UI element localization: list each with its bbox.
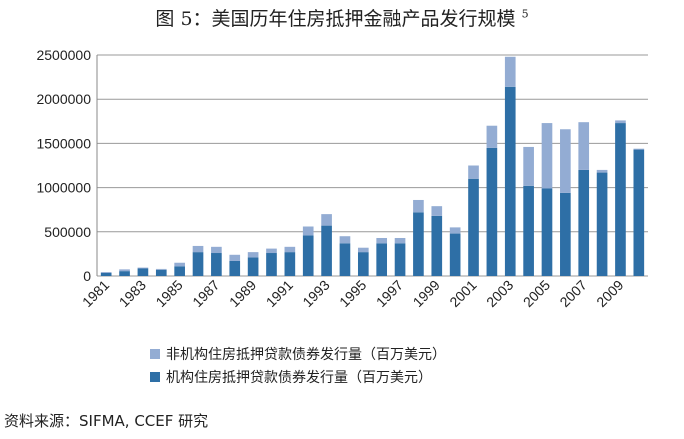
- y-tick-label: 1000000: [36, 180, 91, 196]
- bar-non-agency-2009: [615, 120, 626, 124]
- bar-non-agency-1981: [100, 272, 112, 273]
- bar-non-agency-1988: [229, 254, 241, 261]
- bar-agency-1994: [339, 243, 351, 276]
- legend-item-non-agency: 非机构住房抵押贷款债券发行量（百万美元）: [150, 344, 446, 364]
- bar-non-agency-2005: [541, 123, 553, 189]
- bar-non-agency-1999: [431, 206, 443, 216]
- legend-item-agency: 机构住房抵押贷款债券发行量（百万美元）: [150, 367, 432, 387]
- bar-agency-2002: [486, 147, 498, 276]
- bar-non-agency-2006: [560, 129, 571, 193]
- bar-agency-1984: [155, 269, 167, 276]
- bar-non-agency-1995: [357, 247, 369, 253]
- bar-non-agency-2003: [504, 56, 516, 87]
- bar-agency-1990: [266, 253, 277, 276]
- x-tick-label: 1987: [189, 277, 222, 310]
- title-footnote: 5: [521, 7, 529, 21]
- x-tick-label: 1985: [152, 277, 185, 310]
- bar-non-agency-1990: [266, 248, 277, 254]
- title-text: 图 5：美国历年住房抵押金融产品发行规模: [155, 8, 516, 30]
- bar-non-agency-1982: [119, 269, 130, 272]
- bar-non-agency-1993: [321, 214, 332, 226]
- bar-agency-1999: [431, 215, 443, 276]
- bar-non-agency-1998: [413, 199, 424, 213]
- x-tick-label: 1993: [299, 277, 332, 310]
- x-tick-label: 2003: [483, 277, 516, 310]
- bar-agency-2001: [468, 178, 479, 276]
- bar-non-agency-1994: [339, 236, 351, 244]
- source-note: 资料来源：SIFMA, CCEF 研究: [4, 412, 209, 430]
- legend-swatch: [150, 372, 160, 382]
- bar-agency-1992: [302, 235, 314, 276]
- bar-non-agency-1989: [247, 252, 259, 258]
- bar-agency-1991: [284, 252, 296, 276]
- bar-agency-1989: [247, 257, 259, 276]
- x-tick-label: 2009: [593, 277, 626, 310]
- bar-non-agency-1987: [211, 246, 222, 254]
- bar-non-agency-2000: [449, 227, 461, 234]
- x-tick-label: 1989: [226, 277, 259, 310]
- x-tick-label: 1995: [336, 277, 369, 310]
- bar-agency-1997: [394, 243, 406, 276]
- bar-non-agency-1983: [137, 267, 149, 269]
- bar-agency-1986: [192, 252, 204, 276]
- bar-agency-1981: [100, 272, 112, 276]
- x-tick-label: 2005: [520, 277, 553, 310]
- x-tick-label: 2007: [556, 277, 589, 310]
- bar-agency-2005: [541, 188, 553, 276]
- chart-title: 图 5：美国历年住房抵押金融产品发行规模 5: [0, 4, 684, 31]
- bar-non-agency-1991: [284, 246, 296, 253]
- x-tick-label: 1999: [410, 277, 443, 310]
- bar-non-agency-1996: [376, 237, 388, 244]
- x-tick-label: 2001: [446, 277, 479, 310]
- bar-agency-1985: [174, 266, 185, 276]
- legend-label: 非机构住房抵押贷款债券发行量（百万美元）: [166, 347, 446, 363]
- bar-agency-2000: [449, 233, 461, 276]
- bar-agency-2004: [523, 185, 534, 276]
- bar-agency-2006: [560, 192, 571, 276]
- bar-non-agency-2010: [633, 148, 645, 150]
- y-tick-label: 2000000: [36, 91, 91, 107]
- bar-agency-1993: [321, 225, 332, 276]
- bar-non-agency-1986: [192, 245, 204, 253]
- legend-swatch: [150, 349, 160, 359]
- bar-non-agency-1984: [155, 268, 167, 270]
- bar-agency-1987: [211, 253, 222, 276]
- bar-agency-1982: [119, 271, 130, 276]
- bar-non-agency-2004: [523, 146, 534, 186]
- bar-agency-1983: [137, 268, 149, 276]
- bar-non-agency-2007: [578, 122, 590, 170]
- bar-agency-1988: [229, 260, 241, 276]
- bar-agency-1996: [376, 243, 388, 276]
- y-tick-label: 500000: [44, 224, 91, 240]
- bar-agency-2009: [615, 123, 626, 277]
- bar-agency-2003: [504, 86, 516, 276]
- x-tick-label: 1991: [263, 277, 296, 310]
- y-tick-label: 0: [83, 268, 91, 284]
- bar-non-agency-1997: [394, 237, 406, 244]
- bar-agency-1998: [413, 212, 424, 276]
- x-tick-label: 1983: [116, 277, 149, 310]
- bar-non-agency-2001: [468, 165, 479, 179]
- bar-agency-2008: [596, 172, 608, 276]
- y-tick-label: 1500000: [36, 135, 91, 151]
- x-tick-label: 1997: [373, 277, 406, 310]
- bar-agency-2007: [578, 169, 590, 276]
- bar-non-agency-2008: [596, 169, 608, 173]
- bar-non-agency-2002: [486, 125, 498, 148]
- y-tick-label: 2500000: [36, 47, 91, 63]
- legend-label: 机构住房抵押贷款债券发行量（百万美元）: [166, 370, 432, 386]
- bar-agency-2010: [633, 149, 645, 276]
- bar-non-agency-1992: [302, 226, 314, 236]
- bar-non-agency-1985: [174, 262, 185, 267]
- bar-agency-1995: [357, 252, 369, 276]
